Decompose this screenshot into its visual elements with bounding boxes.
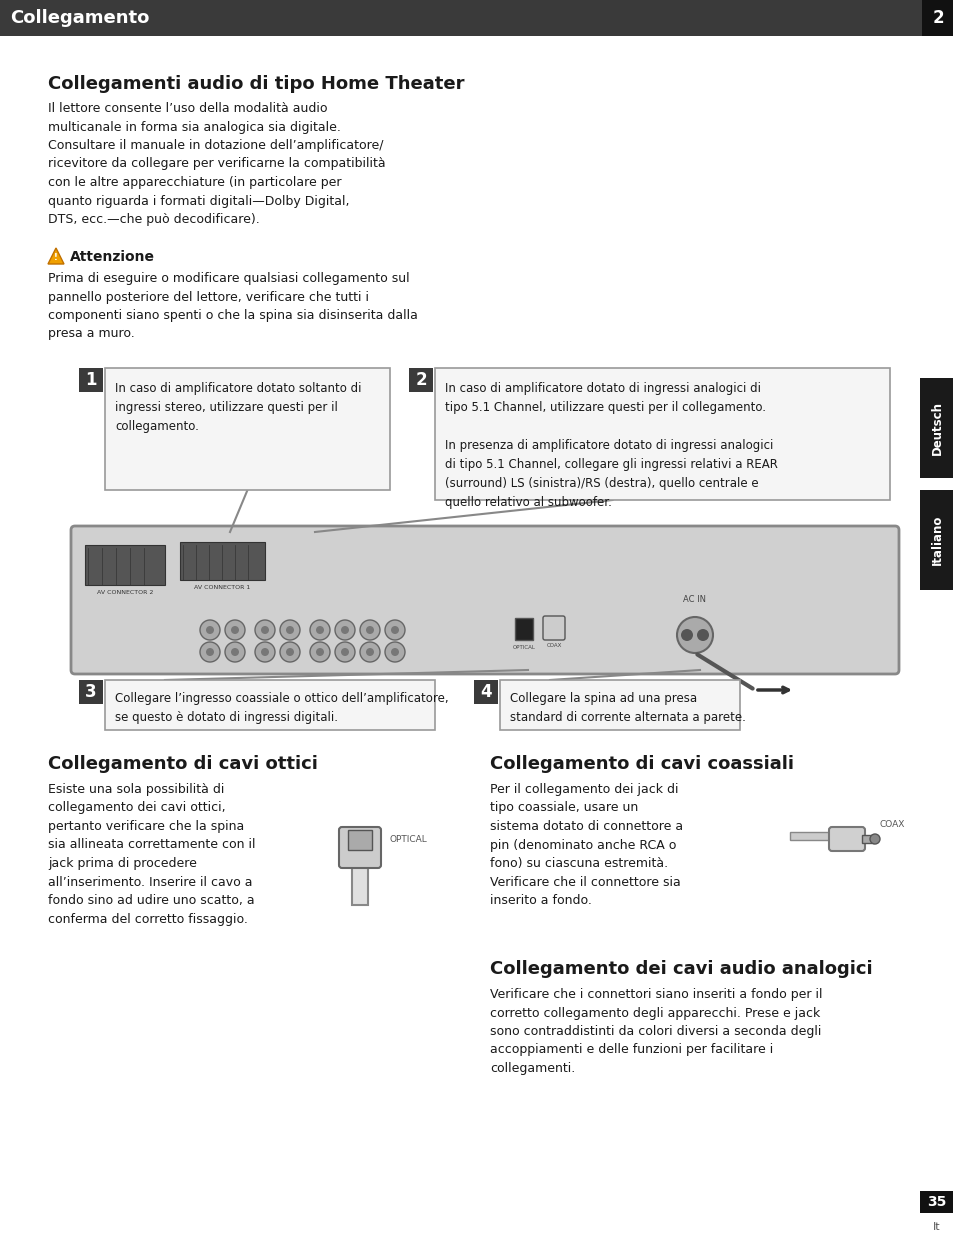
Text: Collegamento di cavi ottici: Collegamento di cavi ottici bbox=[48, 755, 317, 773]
Circle shape bbox=[261, 648, 269, 656]
Text: COAX: COAX bbox=[879, 820, 904, 829]
FancyBboxPatch shape bbox=[828, 827, 864, 851]
Bar bbox=[0, 0, 953, 36]
Circle shape bbox=[391, 648, 398, 656]
Circle shape bbox=[286, 626, 294, 634]
Polygon shape bbox=[48, 248, 64, 264]
Circle shape bbox=[225, 620, 245, 640]
Circle shape bbox=[391, 626, 398, 634]
Text: In caso di amplificatore dotato di ingressi analogici di
tipo 5.1 Channel, utili: In caso di amplificatore dotato di ingre… bbox=[444, 382, 777, 509]
Text: Italiano: Italiano bbox=[929, 515, 943, 566]
Circle shape bbox=[366, 648, 374, 656]
Text: AV CONNECTOR 1: AV CONNECTOR 1 bbox=[193, 585, 250, 590]
Text: OPTICAL: OPTICAL bbox=[390, 835, 427, 844]
FancyBboxPatch shape bbox=[499, 680, 740, 730]
Text: Collegamenti audio di tipo Home Theater: Collegamenti audio di tipo Home Theater bbox=[48, 75, 464, 93]
Circle shape bbox=[206, 626, 213, 634]
Circle shape bbox=[310, 620, 330, 640]
Circle shape bbox=[359, 620, 379, 640]
Circle shape bbox=[315, 648, 324, 656]
Bar bbox=[180, 542, 265, 580]
Bar bbox=[79, 680, 103, 704]
Circle shape bbox=[335, 642, 355, 662]
Bar bbox=[919, 490, 953, 590]
Circle shape bbox=[340, 626, 349, 634]
FancyBboxPatch shape bbox=[338, 827, 380, 868]
Circle shape bbox=[225, 642, 245, 662]
FancyBboxPatch shape bbox=[542, 616, 564, 640]
FancyBboxPatch shape bbox=[105, 680, 435, 730]
Circle shape bbox=[359, 642, 379, 662]
Circle shape bbox=[677, 618, 712, 653]
Circle shape bbox=[280, 642, 299, 662]
Circle shape bbox=[335, 620, 355, 640]
Circle shape bbox=[340, 648, 349, 656]
Circle shape bbox=[206, 648, 213, 656]
Text: Attenzione: Attenzione bbox=[70, 249, 154, 264]
Circle shape bbox=[310, 642, 330, 662]
Circle shape bbox=[286, 648, 294, 656]
Bar bbox=[348, 830, 372, 850]
Text: Prima di eseguire o modificare qualsiasi collegamento sul
pannello posteriore de: Prima di eseguire o modificare qualsiasi… bbox=[48, 272, 417, 341]
Circle shape bbox=[261, 626, 269, 634]
Text: 2: 2 bbox=[931, 9, 943, 27]
Circle shape bbox=[680, 629, 692, 641]
Bar bbox=[85, 545, 165, 585]
FancyBboxPatch shape bbox=[71, 526, 898, 674]
Text: !: ! bbox=[54, 253, 58, 263]
Text: Collegare la spina ad una presa
standard di corrente alternata a parete.: Collegare la spina ad una presa standard… bbox=[510, 692, 745, 724]
Text: Collegamento: Collegamento bbox=[10, 9, 150, 27]
Bar bbox=[79, 368, 103, 391]
Bar bbox=[474, 680, 497, 704]
Text: Deutsch: Deutsch bbox=[929, 401, 943, 454]
Circle shape bbox=[869, 834, 879, 844]
Circle shape bbox=[200, 620, 220, 640]
Bar bbox=[515, 618, 533, 640]
Circle shape bbox=[385, 642, 405, 662]
Text: OPTICAL: OPTICAL bbox=[512, 645, 535, 650]
Text: AC IN: AC IN bbox=[682, 595, 706, 604]
Text: Esiste una sola possibilità di
collegamento dei cavi ottici,
pertanto verificare: Esiste una sola possibilità di collegame… bbox=[48, 783, 255, 925]
Text: 1: 1 bbox=[85, 370, 96, 389]
Circle shape bbox=[254, 620, 274, 640]
Circle shape bbox=[254, 642, 274, 662]
Text: Collegamento di cavi coassiali: Collegamento di cavi coassiali bbox=[490, 755, 793, 773]
Text: It: It bbox=[932, 1221, 940, 1233]
Circle shape bbox=[315, 626, 324, 634]
Bar bbox=[409, 368, 433, 391]
Bar bbox=[919, 1191, 953, 1213]
Bar bbox=[921, 0, 953, 36]
Text: Verificare che i connettori siano inseriti a fondo per il
corretto collegamento : Verificare che i connettori siano inseri… bbox=[490, 988, 821, 1074]
Text: COAX: COAX bbox=[546, 643, 561, 648]
Text: 35: 35 bbox=[926, 1195, 945, 1209]
FancyBboxPatch shape bbox=[435, 368, 889, 500]
Circle shape bbox=[231, 648, 239, 656]
Bar bbox=[919, 378, 953, 478]
Text: AV CONNECTOR 2: AV CONNECTOR 2 bbox=[96, 590, 153, 595]
Text: Per il collegamento dei jack di
tipo coassiale, usare un
sistema dotato di conne: Per il collegamento dei jack di tipo coa… bbox=[490, 783, 682, 906]
Bar bbox=[862, 835, 873, 844]
Text: Il lettore consente l’uso della modalità audio
multicanale in forma sia analogic: Il lettore consente l’uso della modalità… bbox=[48, 103, 385, 226]
Text: 3: 3 bbox=[85, 683, 96, 701]
Text: 4: 4 bbox=[479, 683, 492, 701]
Text: In caso di amplificatore dotato soltanto di
ingressi stereo, utilizzare questi p: In caso di amplificatore dotato soltanto… bbox=[115, 382, 361, 433]
Circle shape bbox=[280, 620, 299, 640]
Bar bbox=[352, 850, 368, 905]
Circle shape bbox=[200, 642, 220, 662]
Circle shape bbox=[231, 626, 239, 634]
Circle shape bbox=[366, 626, 374, 634]
Bar bbox=[789, 832, 840, 840]
FancyBboxPatch shape bbox=[105, 368, 390, 490]
Text: Collegamento dei cavi audio analogici: Collegamento dei cavi audio analogici bbox=[490, 960, 872, 978]
Text: Collegare l’ingresso coassiale o ottico dell’amplificatore,
se questo è dotato d: Collegare l’ingresso coassiale o ottico … bbox=[115, 692, 448, 724]
Text: 2: 2 bbox=[415, 370, 426, 389]
Circle shape bbox=[697, 629, 708, 641]
Circle shape bbox=[385, 620, 405, 640]
